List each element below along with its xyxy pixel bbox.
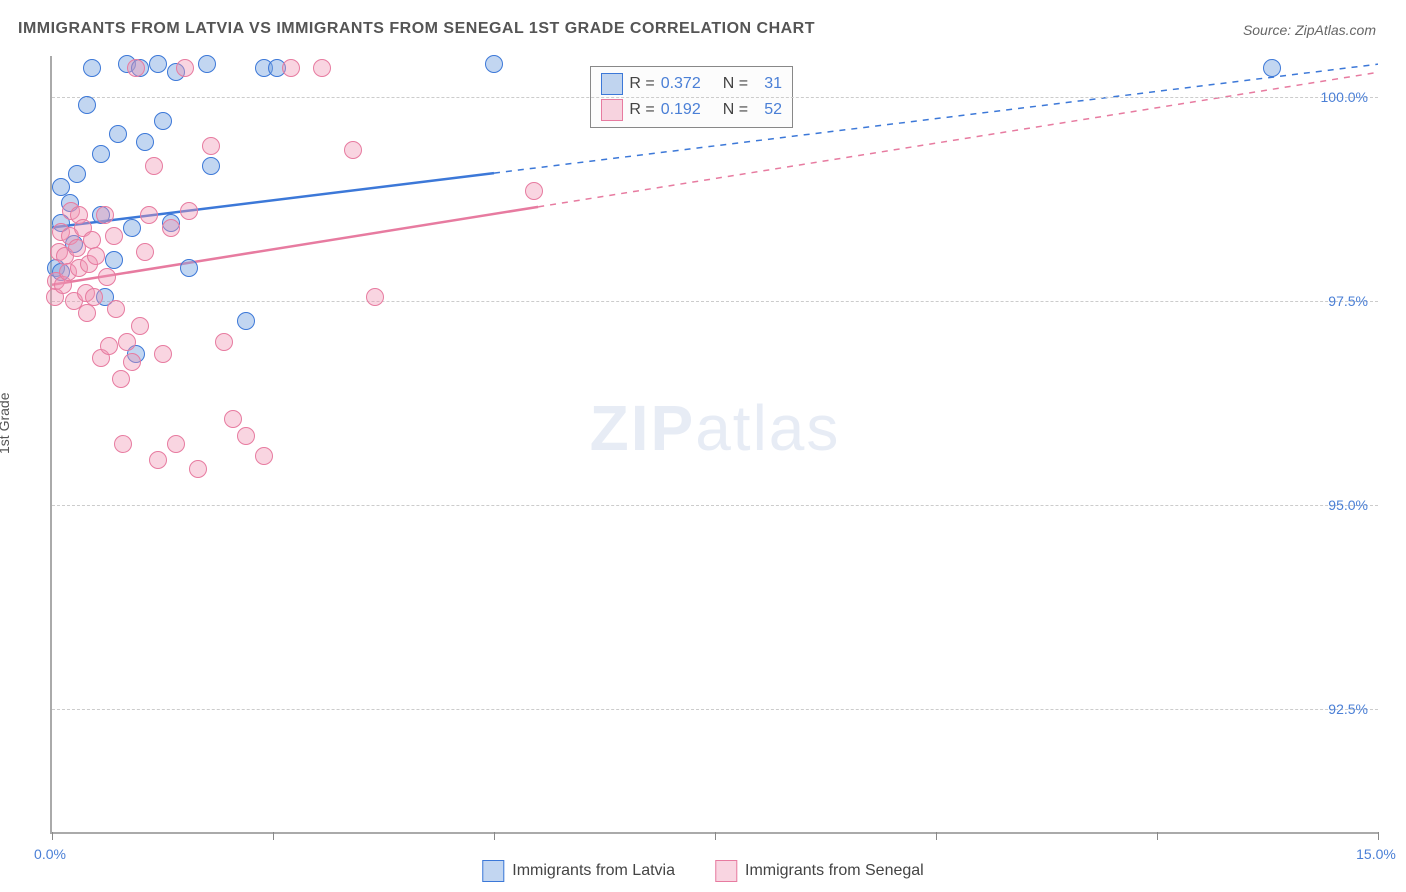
y-tick-label: 92.5% [1328,701,1368,717]
x-tick [1157,832,1158,840]
scatter-point-latvia [1263,59,1281,77]
n-value: 31 [754,75,782,93]
scatter-point-senegal [114,435,132,453]
gridline-h [52,505,1378,506]
scatter-point-senegal [224,410,242,428]
y-tick-label: 95.0% [1328,497,1368,513]
swatch-latvia-icon [482,860,504,882]
chart-title: IMMIGRANTS FROM LATVIA VS IMMIGRANTS FRO… [18,20,815,38]
legend-label: Immigrants from Senegal [745,862,924,880]
scatter-point-latvia [78,96,96,114]
y-tick-label: 97.5% [1328,293,1368,309]
swatch-senegal-icon [715,860,737,882]
scatter-point-latvia [237,312,255,330]
stats-row-senegal: R = 0.192 N = 52 [601,97,782,123]
scatter-point-latvia [83,59,101,77]
gridline-h [52,709,1378,710]
scatter-point-senegal [149,451,167,469]
trendlines-svg [52,56,1378,832]
scatter-point-latvia [485,55,503,73]
scatter-point-latvia [202,157,220,175]
scatter-point-senegal [140,206,158,224]
scatter-point-senegal [96,206,114,224]
swatch-latvia-icon [601,73,623,95]
scatter-point-senegal [123,353,141,371]
legend-item-latvia: Immigrants from Latvia [482,860,675,882]
scatter-plot-area: ZIPatlas R = 0.372 N = 31 R = 0.192 N = 52 92.5… [50,56,1378,834]
r-label: R = [629,75,654,93]
swatch-senegal-icon [601,99,623,121]
scatter-point-senegal [215,333,233,351]
x-tick [715,832,716,840]
scatter-point-latvia [149,55,167,73]
scatter-point-senegal [189,460,207,478]
scatter-point-latvia [52,178,70,196]
scatter-point-senegal [237,427,255,445]
stats-row-latvia: R = 0.372 N = 31 [601,71,782,97]
y-axis-label: 1st Grade [0,393,12,454]
scatter-point-senegal [118,333,136,351]
legend-item-senegal: Immigrants from Senegal [715,860,924,882]
scatter-point-latvia [92,145,110,163]
scatter-point-senegal [105,227,123,245]
scatter-point-senegal [112,370,130,388]
scatter-point-senegal [136,243,154,261]
x-tick [273,832,274,840]
scatter-point-senegal [85,288,103,306]
r-label: R = [629,101,654,119]
trendline-senegal [52,207,538,285]
y-tick-label: 100.0% [1321,89,1368,105]
scatter-point-senegal [107,300,125,318]
scatter-point-senegal [78,304,96,322]
n-label: N = [723,75,748,93]
scatter-point-latvia [68,165,86,183]
scatter-point-senegal [100,337,118,355]
scatter-point-senegal [154,345,172,363]
scatter-point-senegal [83,231,101,249]
x-tick [936,832,937,840]
scatter-point-senegal [366,288,384,306]
scatter-point-senegal [127,59,145,77]
n-value: 52 [754,101,782,119]
source-attribution: Source: ZipAtlas.com [1243,22,1376,38]
scatter-point-senegal [313,59,331,77]
gridline-h [52,301,1378,302]
scatter-point-senegal [131,317,149,335]
scatter-point-latvia [136,133,154,151]
scatter-point-senegal [87,247,105,265]
scatter-point-senegal [344,141,362,159]
x-tick [52,832,53,840]
series-legend: Immigrants from Latvia Immigrants from Se… [482,860,923,882]
n-label: N = [723,101,748,119]
scatter-point-latvia [180,259,198,277]
x-tick [1378,832,1379,840]
legend-label: Immigrants from Latvia [512,862,675,880]
scatter-point-senegal [202,137,220,155]
watermark-atlas: atlas [695,392,840,464]
gridline-h [52,97,1378,98]
scatter-point-senegal [176,59,194,77]
scatter-point-latvia [198,55,216,73]
scatter-point-senegal [167,435,185,453]
watermark-zip: ZIP [590,392,696,464]
trendline-latvia [52,173,494,227]
r-value: 0.372 [661,75,711,93]
scatter-point-senegal [255,447,273,465]
scatter-point-senegal [180,202,198,220]
scatter-point-latvia [123,219,141,237]
x-tick-label: 15.0% [1356,846,1396,862]
watermark: ZIPatlas [590,391,841,465]
scatter-point-senegal [162,219,180,237]
scatter-point-senegal [525,182,543,200]
x-tick-label: 0.0% [34,846,66,862]
r-value: 0.192 [661,101,711,119]
scatter-point-latvia [105,251,123,269]
scatter-point-senegal [145,157,163,175]
scatter-point-latvia [154,112,172,130]
x-tick [494,832,495,840]
scatter-point-senegal [98,268,116,286]
scatter-point-senegal [282,59,300,77]
scatter-point-latvia [109,125,127,143]
